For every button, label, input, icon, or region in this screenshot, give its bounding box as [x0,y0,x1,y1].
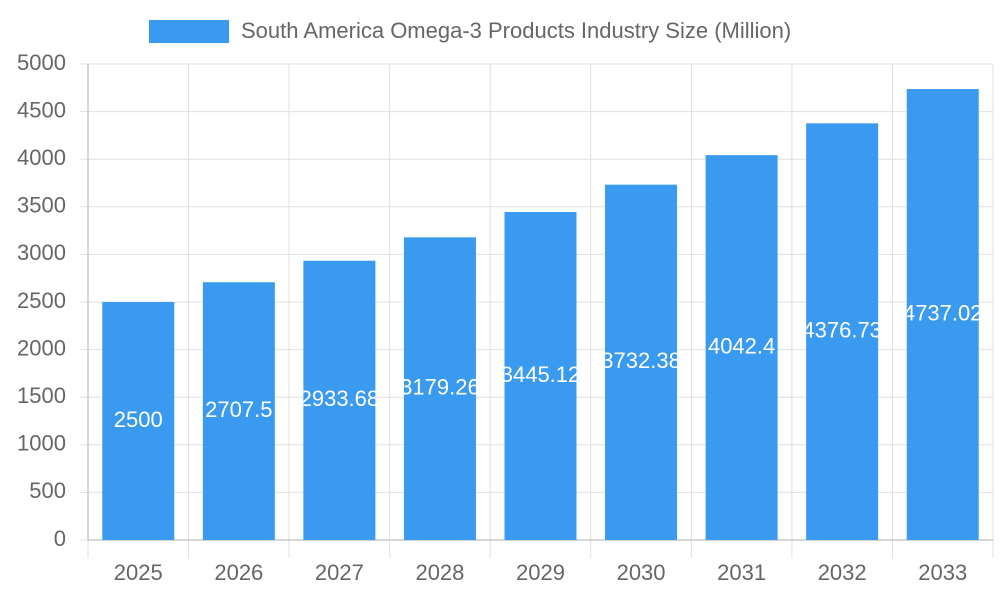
x-tick-label: 2032 [818,560,867,585]
y-tick-label: 0 [54,526,66,551]
value-label: 2933.68 [300,386,380,411]
y-tick-label: 4000 [17,145,66,170]
y-tick-label: 5000 [17,50,66,75]
x-tick-label: 2030 [617,560,666,585]
y-tick-label: 2500 [17,288,66,313]
bar [102,302,175,540]
y-tick-label: 1000 [17,431,66,456]
value-label: 4376.73 [802,317,882,342]
value-label: 2707.5 [205,397,272,422]
bar [504,212,577,540]
bar [403,237,476,540]
x-tick-label: 2029 [516,560,565,585]
legend-label: South America Omega-3 Products Industry … [241,18,791,43]
bar [303,260,376,540]
bar [705,155,778,540]
x-tick-label: 2033 [918,560,967,585]
y-tick-label: 4500 [17,97,66,122]
y-tick-label: 3500 [17,193,66,218]
x-tick-label: 2031 [717,560,766,585]
y-tick-label: 500 [29,478,66,503]
x-tick-label: 2027 [315,560,364,585]
y-tick-label: 2000 [17,335,66,360]
value-label: 2500 [114,407,163,432]
x-tick-label: 2026 [214,560,263,585]
bar [202,282,275,540]
value-label: 3445.12 [501,362,581,387]
x-tick-label: 2025 [114,560,163,585]
legend-swatch [149,20,229,43]
bar [906,89,979,540]
value-label: 4042.4 [708,333,775,358]
bar [806,123,879,541]
x-tick-label: 2028 [415,560,464,585]
bar [605,184,678,540]
value-label: 4737.02 [903,300,983,325]
y-tick-label: 1500 [17,383,66,408]
y-tick-label: 3000 [17,240,66,265]
value-label: 3732.38 [601,348,681,373]
value-label: 3179.26 [400,374,480,399]
